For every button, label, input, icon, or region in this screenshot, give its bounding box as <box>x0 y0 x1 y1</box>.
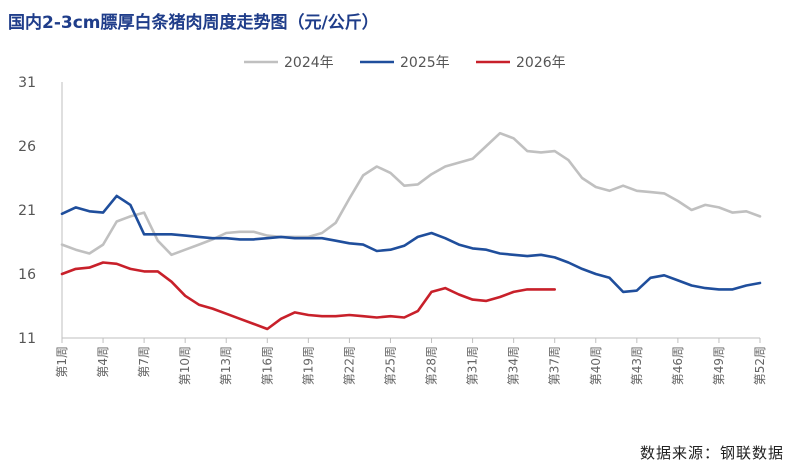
x-tick-label: 第22周 <box>342 346 356 385</box>
x-axis: 第1周 第4周 第7周 第10周 第13周 第16周 第19周 第22周 第25周 第28周 第31… <box>55 337 767 385</box>
y-tick-label: 11 <box>18 331 36 347</box>
legend-label: 2026年 <box>516 55 566 71</box>
x-tick-label: 第40周 <box>589 346 603 385</box>
x-tick-label: 第16周 <box>260 346 274 385</box>
y-tick-label: 16 <box>18 267 36 283</box>
x-tick-label: 第46周 <box>671 346 685 385</box>
y-tick-label: 26 <box>18 139 36 155</box>
chart-title: 国内2-3cm膘厚白条猪肉周度走势图（元/公斤） <box>8 13 379 33</box>
x-tick-label: 第1周 <box>55 346 69 378</box>
chart-legend: 2024年 2025年 2026年 <box>244 55 566 71</box>
x-tick-label: 第10周 <box>178 346 192 385</box>
legend-label: 2025年 <box>400 55 450 71</box>
legend-label: 2024年 <box>284 55 334 71</box>
x-tick-label: 第52周 <box>753 346 767 385</box>
series-line-2025年 <box>60 194 762 294</box>
x-tick-label: 第7周 <box>137 346 151 378</box>
y-tick-label: 21 <box>18 203 36 219</box>
x-tick-label: 第19周 <box>301 346 315 385</box>
series-lines <box>60 131 762 331</box>
x-tick-label: 第34周 <box>507 346 521 385</box>
x-tick-label: 第43周 <box>630 346 644 385</box>
data-source: 数据来源：钢联数据 <box>639 444 784 462</box>
y-axis: 11 16 21 26 31 <box>18 75 63 347</box>
series-line-2026年 <box>60 261 556 331</box>
y-tick-label: 31 <box>18 75 36 91</box>
x-tick-label: 第13周 <box>219 346 233 385</box>
x-tick-label: 第31周 <box>466 346 480 385</box>
x-tick-label: 第4周 <box>96 346 110 378</box>
x-tick-label: 第28周 <box>425 346 439 385</box>
x-tick-label: 第25周 <box>383 346 397 385</box>
x-tick-label: 第49周 <box>712 346 726 385</box>
x-tick-label: 第37周 <box>548 346 562 385</box>
series-line-2024年 <box>60 131 762 257</box>
